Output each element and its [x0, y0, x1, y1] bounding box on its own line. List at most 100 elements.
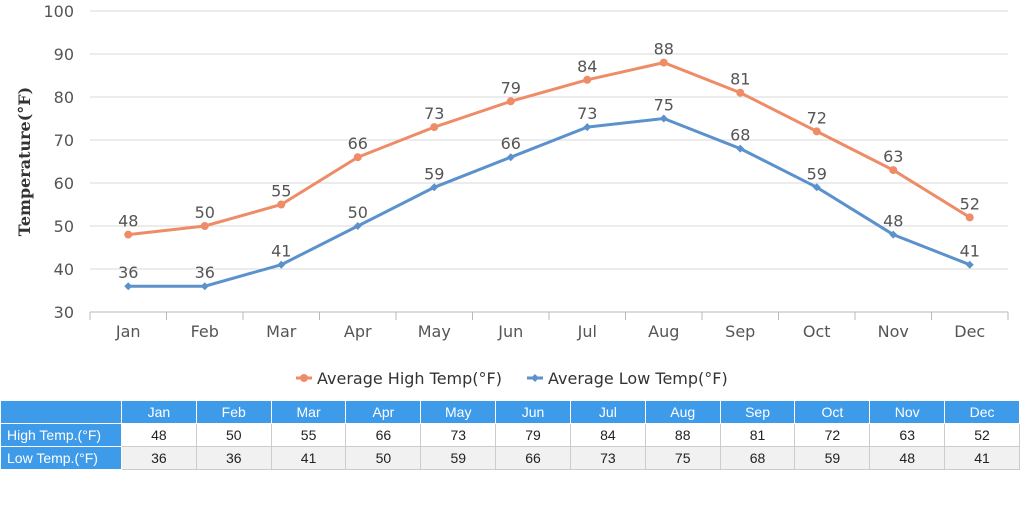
table-cell: 48: [869, 446, 946, 470]
data-point: [583, 75, 592, 84]
legend-label: Average Low Temp(°F): [548, 369, 728, 388]
legend-marker: [300, 374, 308, 382]
series-line-0: [128, 61, 971, 237]
table-header-cell: Jan: [121, 400, 197, 424]
legend-label: Average High Temp(°F): [317, 369, 502, 388]
data-label: 36: [118, 263, 138, 282]
data-point: [200, 222, 209, 230]
legend-marker: [531, 374, 539, 382]
data-label: 41: [960, 242, 980, 261]
row-label-high: High Temp.(°F): [0, 423, 122, 447]
table-header-cell: Oct: [794, 400, 871, 424]
data-point: [889, 166, 898, 175]
table-header-cell: May: [420, 400, 497, 424]
table-cell: 55: [270, 423, 347, 447]
table-cell: 68: [719, 446, 796, 470]
data-point: [736, 144, 745, 153]
data-point: [124, 282, 133, 291]
table-cell: 66: [495, 446, 571, 470]
data-point: [965, 260, 974, 269]
data-point: [659, 58, 668, 67]
x-tick-label: Aug: [648, 322, 679, 341]
data-point: [353, 153, 362, 162]
data-point: [277, 200, 286, 209]
data-label: 52: [960, 194, 980, 213]
data-point: [583, 123, 592, 132]
table-header-cell: Jul: [569, 400, 646, 424]
temperature-line-chart: 30 40 50 60 70 80 90 100 Jan Feb Mar Apr May Jun Jul Au…: [15, 2, 1009, 388]
table-cell: 75: [644, 446, 721, 470]
data-label: 41: [271, 242, 291, 261]
table-header-cell: Sep: [719, 400, 796, 424]
x-tick-label: Oct: [803, 322, 831, 341]
data-label: 84: [577, 57, 597, 76]
table-cell: 59: [794, 446, 871, 470]
data-label: 75: [654, 96, 674, 115]
table-cell: 36: [121, 446, 197, 470]
x-tick-label: May: [418, 322, 451, 341]
table-header-cell: Dec: [944, 400, 1020, 424]
x-tick-label: Feb: [191, 322, 219, 341]
data-label: 55: [271, 182, 291, 201]
y-tick-label: 70: [54, 131, 74, 150]
data-label: 73: [577, 104, 597, 123]
y-tick-label: 60: [54, 174, 74, 193]
data-point: [430, 183, 439, 192]
data-point: [430, 123, 439, 132]
temperature-data-table: Jan Feb Mar Apr May Jun Jul Aug Sep Oct …: [0, 400, 1020, 470]
data-point: [277, 260, 286, 269]
table-header-cell: Mar: [270, 400, 347, 424]
table-cell: 73: [569, 446, 646, 470]
data-point: [659, 114, 668, 123]
table-header-corner: [0, 400, 122, 424]
data-label: 66: [348, 134, 368, 153]
table-cell: 41: [944, 446, 1020, 470]
data-label: 66: [501, 134, 521, 153]
data-label: 63: [883, 147, 903, 166]
y-tick-label: 100: [43, 2, 74, 21]
data-label: 50: [348, 203, 368, 222]
x-tick-label: Sep: [725, 322, 755, 341]
data-label: 36: [195, 263, 215, 282]
table-row-low: Low Temp.(°F) 36 36 41 50 59 66 73 75 68…: [0, 446, 1020, 470]
data-point: [124, 230, 133, 239]
table-header-cell: Aug: [644, 400, 721, 424]
x-tick-label: Jan: [115, 322, 141, 341]
y-tick-label: 90: [54, 45, 74, 64]
data-point: [200, 282, 209, 291]
data-label: 88: [654, 40, 674, 59]
table-cell: 66: [345, 423, 422, 447]
y-tick-label: 80: [54, 88, 74, 107]
table-cell: 52: [944, 423, 1020, 447]
table-cell: 88: [644, 423, 721, 447]
data-point: [889, 230, 898, 239]
table-row-high: High Temp.(°F) 48 50 55 66 73 79 84 88 8…: [0, 423, 1020, 447]
table-header-row: Jan Feb Mar Apr May Jun Jul Aug Sep Oct …: [0, 400, 1020, 424]
y-tick-label: 50: [54, 217, 74, 236]
series-line-1: [128, 116, 971, 288]
table-cell: 73: [420, 423, 497, 447]
data-point: [506, 97, 515, 106]
data-point: [812, 183, 821, 192]
x-tick-label: Mar: [266, 322, 297, 341]
y-tick-label: 30: [54, 303, 74, 322]
table-cell: 79: [495, 423, 571, 447]
table-cell: 63: [869, 423, 946, 447]
data-point: [506, 153, 515, 162]
x-tick-label: Nov: [878, 322, 909, 341]
table-cell: 72: [794, 423, 871, 447]
table-header-cell: Feb: [195, 400, 272, 424]
x-tick-label: Jun: [497, 322, 523, 341]
table-cell: 48: [121, 423, 197, 447]
data-label: 79: [501, 78, 521, 97]
data-label: 59: [807, 164, 827, 183]
data-label: 68: [730, 126, 750, 145]
table-header-cell: Jun: [495, 400, 571, 424]
y-tick-label: 40: [54, 260, 74, 279]
table-cell: 59: [420, 446, 497, 470]
data-label: 59: [424, 164, 444, 183]
data-point: [353, 222, 362, 230]
table-cell: 50: [195, 423, 272, 447]
table-cell: 81: [719, 423, 796, 447]
data-label: 81: [730, 70, 750, 89]
